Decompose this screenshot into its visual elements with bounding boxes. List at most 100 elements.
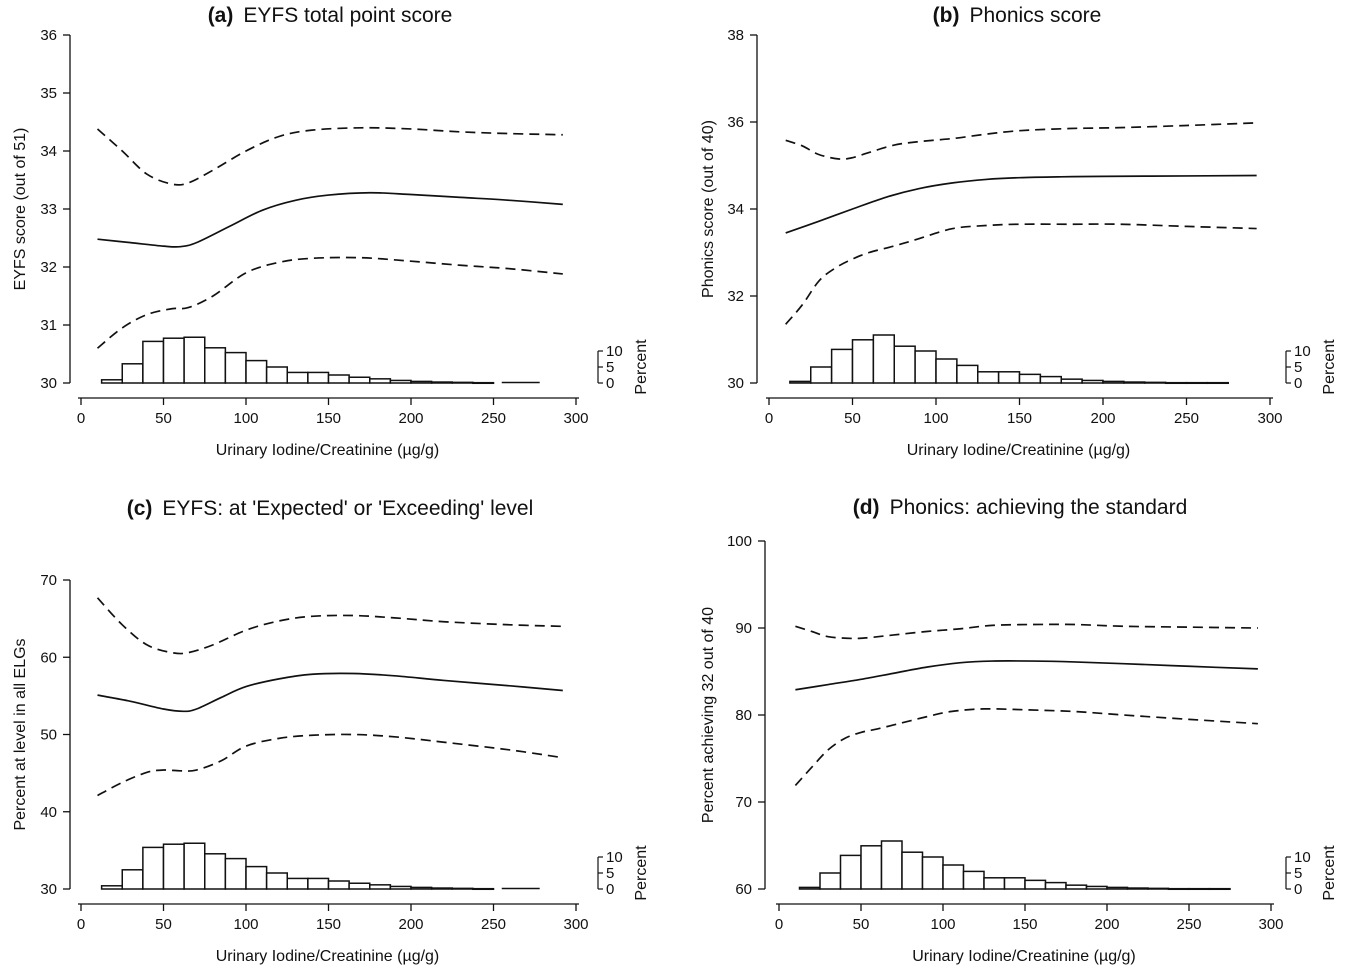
histogram-bar xyxy=(142,340,165,384)
x-tick-label: 200 xyxy=(1094,916,1119,933)
x-tick-label: 300 xyxy=(563,410,588,427)
histogram-bar xyxy=(410,380,433,384)
histogram-bar xyxy=(1039,375,1062,384)
histogram-bar xyxy=(224,351,247,384)
histogram-bar xyxy=(1147,887,1170,890)
histogram-bar xyxy=(810,366,833,384)
chart-title-letter: (c) xyxy=(127,497,153,520)
histogram-bar xyxy=(183,842,206,890)
histogram-bar xyxy=(142,846,165,890)
y-tick-label: 40 xyxy=(40,804,57,821)
panel-a: (a) EYFS total point score 30 31 32 33 34 35 36 E… xyxy=(12,4,650,459)
histogram-bar xyxy=(430,887,453,890)
histogram-bar xyxy=(265,872,288,890)
estimate-line xyxy=(97,672,563,713)
y-axis-label: Phonics score (out of 40) xyxy=(700,120,717,298)
y-tick-label: 100 xyxy=(727,533,752,550)
x-tick-label: 0 xyxy=(77,410,85,427)
histogram-tick-label: 10 xyxy=(606,343,623,360)
confidence-bound-line xyxy=(96,597,563,655)
histogram-bar xyxy=(430,381,453,384)
histogram-bar xyxy=(1208,887,1231,891)
confidence-bound-line xyxy=(795,623,1258,640)
histogram-bar xyxy=(327,880,350,890)
histogram-bar xyxy=(880,840,903,890)
chart-title: (c) EYFS: at 'Expected' or 'Exceeding' le… xyxy=(127,497,534,520)
x-tick-label: 0 xyxy=(765,410,773,427)
histogram-bar xyxy=(162,337,185,384)
x-tick-label: 0 xyxy=(775,916,783,933)
histogram-bar xyxy=(389,885,412,890)
x-tick-label: 200 xyxy=(398,410,423,427)
histogram-bar xyxy=(1206,381,1229,385)
histogram-tick-label: 5 xyxy=(1294,865,1302,882)
y-axis-label: Percent achieving 32 out of 40 xyxy=(700,607,717,823)
x-tick-label: 100 xyxy=(233,410,258,427)
chart-title-text: EYFS total point score xyxy=(243,4,452,27)
x-axis-label: Urinary Iodine/Creatinine (µg/g) xyxy=(216,948,440,965)
histogram-tick-label: 5 xyxy=(1294,359,1302,376)
histogram-bar xyxy=(1188,887,1211,891)
histogram-bar xyxy=(369,884,392,890)
histogram-bar xyxy=(851,339,875,384)
x-axis-label: Urinary Iodine/Creatinine (µg/g) xyxy=(907,442,1131,459)
x-tick-label: 50 xyxy=(844,410,861,427)
x-tick-label: 50 xyxy=(853,916,870,933)
y-tick-label: 60 xyxy=(40,649,57,666)
histogram-bar xyxy=(100,885,123,890)
y-tick-label: 30 xyxy=(40,375,57,392)
histogram-bar xyxy=(224,857,247,890)
histogram-bar xyxy=(472,887,495,891)
confidence-bound-line xyxy=(96,126,563,186)
histogram-axis-label: Percent xyxy=(633,339,650,395)
y-tick-label: 33 xyxy=(40,201,57,218)
histogram-bar xyxy=(1018,373,1042,384)
histogram-bar xyxy=(1044,881,1067,890)
x-tick-label: 150 xyxy=(316,916,341,933)
histogram-tick-label: 10 xyxy=(1294,343,1311,360)
x-tick-label: 250 xyxy=(1176,916,1201,933)
histogram-bar xyxy=(977,371,1000,384)
y-tick-label: 36 xyxy=(727,114,744,131)
confidence-bound-line xyxy=(785,122,1257,160)
histogram-bar xyxy=(1102,380,1125,384)
chart-title-letter: (b) xyxy=(933,4,960,27)
histogram-bar xyxy=(327,374,350,384)
histogram-bar xyxy=(307,877,330,890)
histogram-bar xyxy=(839,854,862,890)
histogram-bar xyxy=(962,870,985,890)
confidence-bound-line xyxy=(794,707,1258,787)
histogram-bar xyxy=(348,882,371,890)
confidence-bound-line xyxy=(97,733,563,797)
x-tick-label: 100 xyxy=(233,916,258,933)
histogram-bar xyxy=(1065,884,1088,890)
confidence-bound-line xyxy=(785,223,1257,325)
y-tick-label: 70 xyxy=(40,572,57,589)
y-tick-label: 30 xyxy=(727,375,744,392)
chart-title-letter: (a) xyxy=(208,4,234,27)
chart-title: (b) Phonics score xyxy=(933,4,1102,27)
histogram-bar xyxy=(872,334,895,384)
histogram-bar xyxy=(204,853,227,890)
histogram-bar xyxy=(1185,381,1209,385)
histogram-tick-label: 5 xyxy=(606,865,614,882)
panel-c: (c) EYFS: at 'Expected' or 'Exceeding' le… xyxy=(12,497,650,965)
histogram-bar xyxy=(1164,381,1188,385)
histogram-bar xyxy=(1024,879,1047,890)
histogram-bar xyxy=(348,376,371,384)
histogram-bar xyxy=(451,381,474,384)
x-tick-label: 200 xyxy=(398,916,423,933)
chart-title-text: Phonics: achieving the standard xyxy=(890,496,1188,519)
histogram-bar xyxy=(286,877,309,890)
x-tick-label: 100 xyxy=(923,410,948,427)
estimate-line xyxy=(795,660,1258,691)
x-tick-label: 50 xyxy=(155,410,172,427)
y-tick-label: 80 xyxy=(735,707,752,724)
histogram-bar xyxy=(798,886,821,890)
x-tick-label: 0 xyxy=(77,916,85,933)
panel-d: (d) Phonics: achieving the standard 60 70 80… xyxy=(700,496,1338,965)
histogram-tick-label: 5 xyxy=(606,359,614,376)
histogram-bar xyxy=(901,851,924,890)
histogram-bar xyxy=(956,364,979,384)
